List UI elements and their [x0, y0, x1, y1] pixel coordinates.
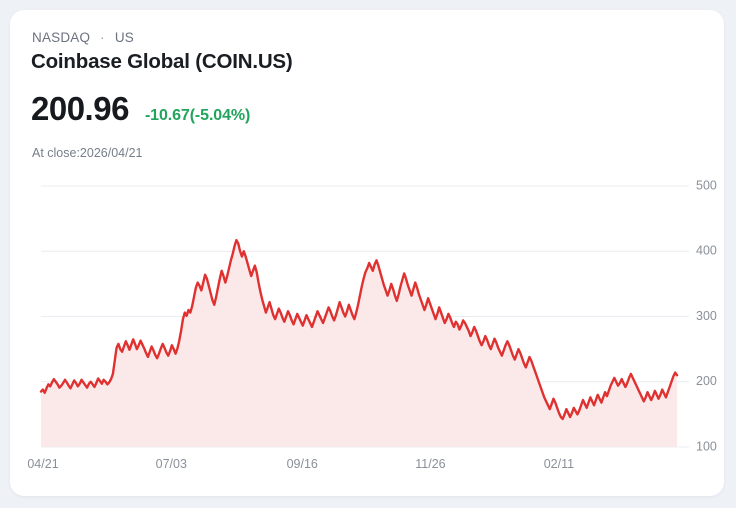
- x-axis-tick-label: 04/21: [27, 457, 58, 471]
- exchange-region-row: NASDAQ · US: [32, 30, 134, 45]
- exchange-label: NASDAQ: [32, 30, 91, 45]
- price-area-fill: [41, 240, 677, 447]
- price-row: 200.96 -10.67(-5.04%): [31, 90, 250, 128]
- page-title: Coinbase Global (COIN.US): [31, 50, 293, 73]
- y-axis-labels: 100 200 300 400 500: [696, 178, 717, 453]
- y-axis-tick-label: 100: [696, 439, 717, 453]
- x-axis-tick-label: 02/11: [544, 457, 574, 471]
- price-line: [39, 238, 679, 421]
- price-chart[interactable]: 100 200 300 400 500 04/21 07/03 09/16 11/26 02/1…: [10, 168, 724, 488]
- region-label: US: [114, 30, 134, 45]
- y-axis-tick-label: 200: [696, 374, 717, 388]
- x-axis-tick-label: 09/16: [287, 457, 318, 471]
- current-price: 200.96: [31, 90, 129, 127]
- market-status-text: At close:2026/04/21: [32, 146, 143, 160]
- price-chart-svg[interactable]: 100 200 300 400 500 04/21 07/03 09/16 11/26 02/1…: [10, 168, 724, 488]
- y-axis-tick-label: 300: [696, 309, 717, 323]
- x-axis-tick-label: 11/26: [415, 457, 445, 471]
- x-axis-labels: 04/21 07/03 09/16 11/26 02/11: [27, 457, 574, 471]
- y-axis-tick-label: 500: [696, 178, 717, 192]
- stock-quote-card: NASDAQ · US Coinbase Global (COIN.US) 20…: [10, 10, 724, 496]
- price-change: -10.67(-5.04%): [144, 107, 251, 124]
- y-axis-tick-label: 400: [696, 244, 717, 258]
- separator-dot: ·: [100, 30, 105, 45]
- x-axis-tick-label: 07/03: [156, 457, 187, 471]
